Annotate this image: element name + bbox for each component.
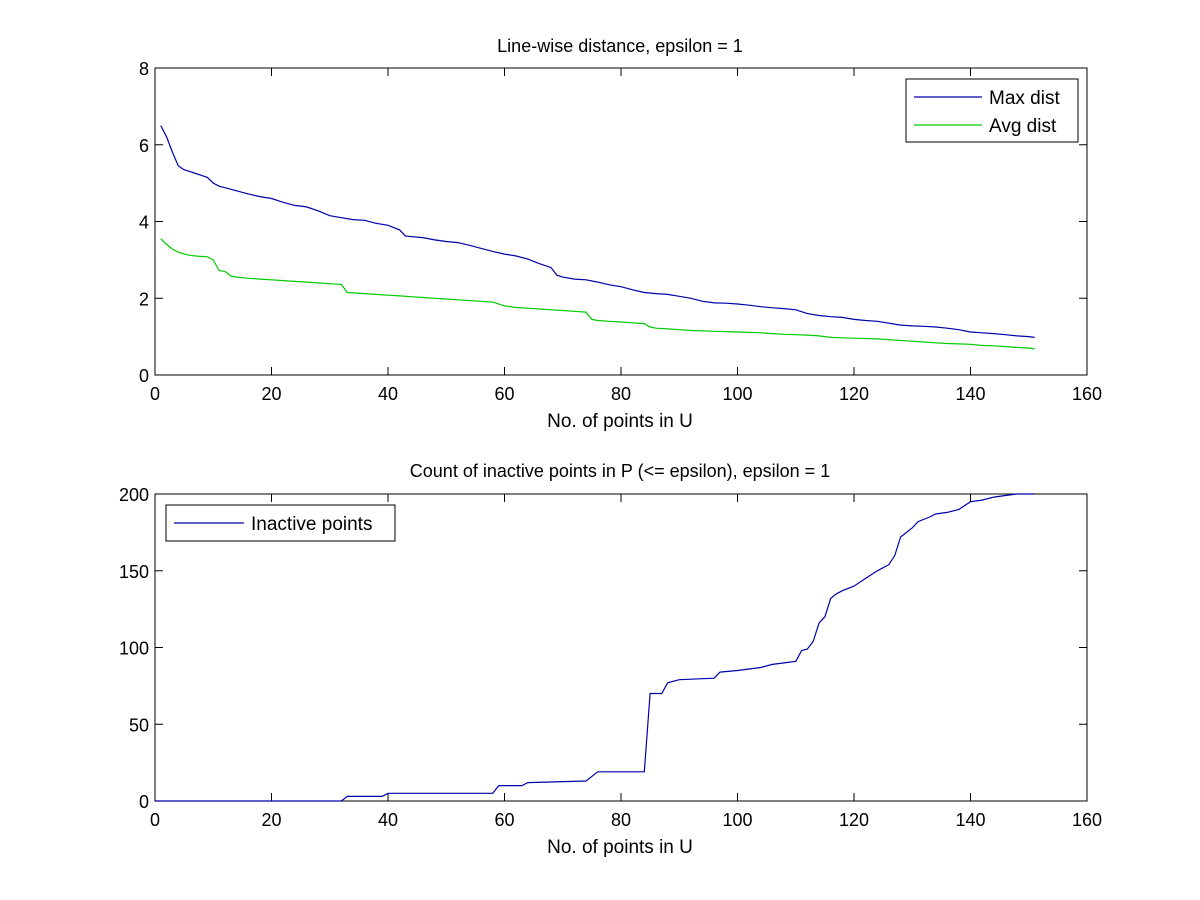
top-legend: Max dist Avg dist [905,78,1079,143]
bottom-x-tick-label: 160 [1072,810,1102,830]
bottom-y-tick-label: 50 [129,715,149,735]
top-x-tick-label: 60 [494,384,514,404]
top-x-tick-label: 140 [955,384,985,404]
bottom-axis-ticks: 0 20 40 60 80 100 120 140 160 0 50 100 150 200 [119,485,1102,830]
top-y-tick-label: 0 [139,366,149,386]
top-x-tick-label: 120 [839,384,869,404]
bottom-x-tick-label: 0 [150,810,160,830]
top-y-tick-label: 4 [139,213,149,233]
bottom-x-tick-label: 40 [378,810,398,830]
top-y-tick-label: 8 [139,59,149,79]
series-line-avg-dist [160,238,1035,350]
series-line-inactive-points [155,493,1035,802]
bottom-x-axis-label: No. of points in U [547,837,693,858]
top-y-tick-label: 2 [139,289,149,309]
bottom-y-tick-label: 100 [119,639,149,659]
top-legend-box [905,78,1079,143]
legend-label-max-dist: Max dist [989,88,1060,109]
top-axis-ticks: 0 20 40 60 80 100 120 140 160 0 2 4 6 8 [139,59,1102,404]
top-x-tick-label: 100 [722,384,752,404]
top-x-tick-label: 40 [378,384,398,404]
top-chart-title: Line-wise distance, epsilon = 1 [497,36,743,56]
bottom-subplot: Count of inactive points in P (<= epsilo… [119,461,1102,858]
top-series [160,125,1035,350]
top-x-tick-label: 80 [611,384,631,404]
bottom-x-tick-label: 140 [955,810,985,830]
bottom-y-tick-label: 200 [119,485,149,505]
legend-label-avg-dist: Avg dist [989,116,1057,137]
bottom-x-tick-label: 80 [611,810,631,830]
bottom-y-tick-label: 150 [119,562,149,582]
bottom-x-tick-label: 100 [722,810,752,830]
series-line-max-dist [160,125,1035,338]
bottom-series [155,493,1035,802]
bottom-y-tick-label: 0 [139,792,149,812]
top-x-tick-label: 0 [150,384,160,404]
top-y-tick-label: 6 [139,136,149,156]
bottom-x-tick-label: 20 [261,810,281,830]
top-subplot: Line-wise distance, epsilon = 1 0 20 40 60 8… [139,36,1102,432]
legend-label-inactive-points: Inactive points [251,514,372,535]
bottom-legend: Inactive points [165,504,396,542]
top-x-tick-label: 160 [1072,384,1102,404]
top-x-axis-label: No. of points in U [547,411,693,432]
bottom-chart-title: Count of inactive points in P (<= epsilo… [410,461,830,481]
top-x-tick-label: 20 [261,384,281,404]
bottom-x-tick-label: 120 [839,810,869,830]
bottom-x-tick-label: 60 [494,810,514,830]
